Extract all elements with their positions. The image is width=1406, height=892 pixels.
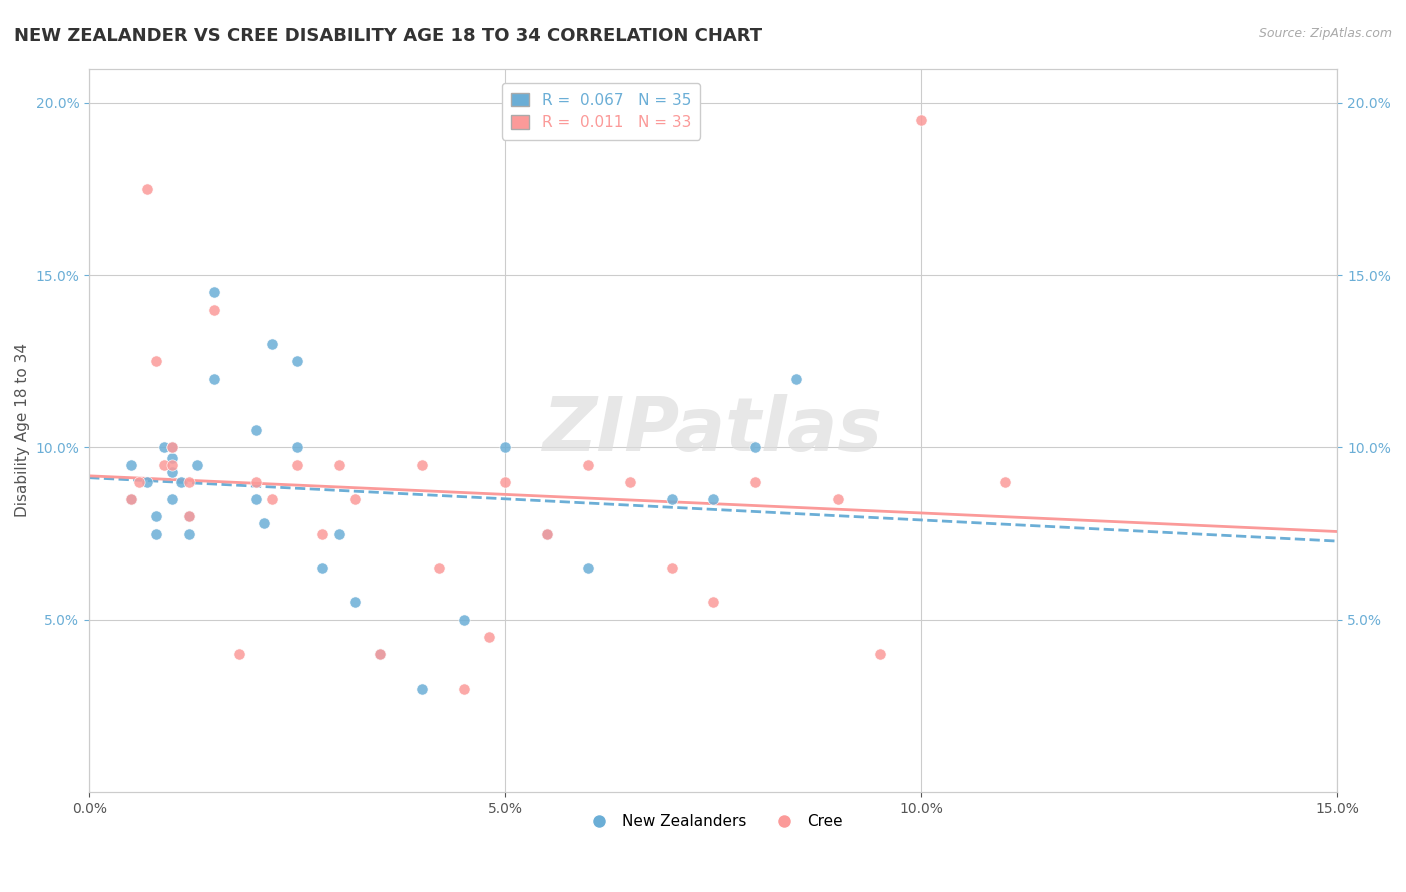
Point xyxy=(744,441,766,455)
Point xyxy=(245,423,267,437)
Point xyxy=(411,681,433,696)
Point xyxy=(228,647,250,661)
Point xyxy=(253,516,276,531)
Point xyxy=(177,475,200,489)
Point xyxy=(177,526,200,541)
Point xyxy=(661,492,683,507)
Point xyxy=(245,492,267,507)
Point xyxy=(202,285,225,300)
Point xyxy=(370,647,392,661)
Point xyxy=(311,526,333,541)
Point xyxy=(702,492,724,507)
Point xyxy=(311,561,333,575)
Point xyxy=(344,492,367,507)
Point xyxy=(744,475,766,489)
Point xyxy=(245,475,267,489)
Point xyxy=(262,492,284,507)
Point xyxy=(578,561,600,575)
Point xyxy=(162,441,184,455)
Point xyxy=(145,354,167,368)
Point xyxy=(186,458,208,472)
Point xyxy=(427,561,450,575)
Point xyxy=(869,647,891,661)
Point xyxy=(136,475,159,489)
Point xyxy=(162,465,184,479)
Point xyxy=(120,458,142,472)
Point xyxy=(162,492,184,507)
Point xyxy=(702,595,724,609)
Point xyxy=(328,458,350,472)
Point xyxy=(202,302,225,317)
Point xyxy=(910,113,932,128)
Point xyxy=(120,492,142,507)
Point xyxy=(785,371,807,385)
Y-axis label: Disability Age 18 to 34: Disability Age 18 to 34 xyxy=(15,343,30,517)
Point xyxy=(120,492,142,507)
Point xyxy=(170,475,193,489)
Point xyxy=(202,371,225,385)
Point xyxy=(328,526,350,541)
Point xyxy=(153,458,176,472)
Point xyxy=(285,458,308,472)
Point xyxy=(162,441,184,455)
Point xyxy=(453,613,475,627)
Legend: New Zealanders, Cree: New Zealanders, Cree xyxy=(578,808,849,835)
Point xyxy=(145,526,167,541)
Point xyxy=(344,595,367,609)
Point xyxy=(153,441,176,455)
Point xyxy=(370,647,392,661)
Text: Source: ZipAtlas.com: Source: ZipAtlas.com xyxy=(1258,27,1392,40)
Point xyxy=(661,561,683,575)
Point xyxy=(136,182,159,196)
Point xyxy=(177,509,200,524)
Point xyxy=(494,441,516,455)
Point xyxy=(285,441,308,455)
Point xyxy=(411,458,433,472)
Point xyxy=(128,475,150,489)
Text: NEW ZEALANDER VS CREE DISABILITY AGE 18 TO 34 CORRELATION CHART: NEW ZEALANDER VS CREE DISABILITY AGE 18 … xyxy=(14,27,762,45)
Point xyxy=(619,475,641,489)
Point xyxy=(145,509,167,524)
Point xyxy=(262,337,284,351)
Point xyxy=(536,526,558,541)
Point xyxy=(827,492,849,507)
Point xyxy=(494,475,516,489)
Point xyxy=(177,509,200,524)
Text: ZIPatlas: ZIPatlas xyxy=(543,393,883,467)
Point xyxy=(578,458,600,472)
Point xyxy=(536,526,558,541)
Point xyxy=(162,458,184,472)
Point xyxy=(453,681,475,696)
Point xyxy=(162,450,184,465)
Point xyxy=(285,354,308,368)
Point xyxy=(478,630,501,644)
Point xyxy=(993,475,1015,489)
